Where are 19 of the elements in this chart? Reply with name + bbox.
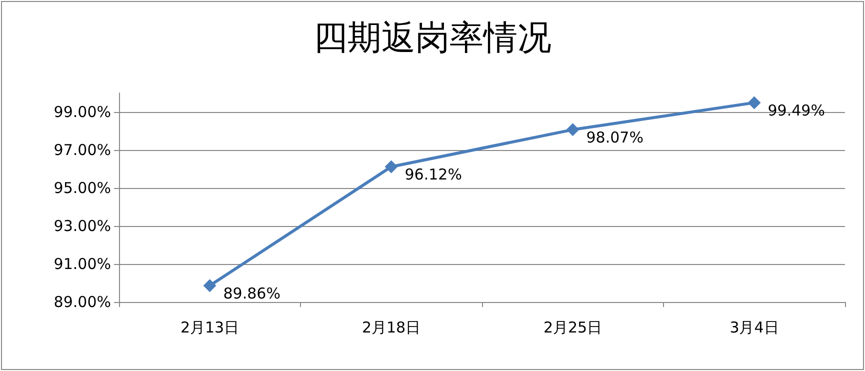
x-tick-label: 2月18日: [362, 318, 421, 336]
y-tick-label: 97.00%: [54, 141, 111, 159]
point: [384, 160, 398, 174]
x-tick-label: 3月4日: [730, 318, 779, 336]
point: [203, 279, 216, 292]
x-tick-label: 2月13日: [180, 318, 240, 336]
point: [748, 96, 761, 110]
data-label: 96.12%: [404, 166, 462, 184]
y-tick-label: 93.00%: [54, 217, 111, 235]
y-tick-label: 99.00%: [54, 103, 111, 121]
data-label: 98.07%: [586, 128, 644, 147]
y-tick-label: 89.00%: [54, 293, 111, 311]
data-label: 89.86%: [223, 284, 280, 303]
chart-title: 四期返岗率情况: [314, 18, 552, 58]
y-tick-label: 91.00%: [54, 255, 111, 273]
data-label: 99.49%: [768, 102, 825, 120]
y-tick-label: 95.00%: [54, 179, 111, 197]
point: [566, 123, 580, 136]
x-tick-label: 2月25日: [543, 318, 602, 336]
